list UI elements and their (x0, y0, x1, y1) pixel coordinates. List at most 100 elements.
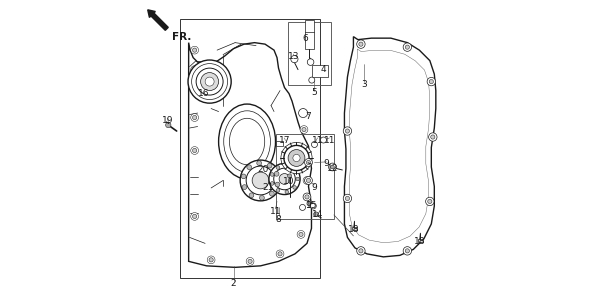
Circle shape (248, 259, 252, 263)
Circle shape (281, 142, 312, 174)
Circle shape (403, 43, 412, 51)
Circle shape (196, 68, 223, 95)
Circle shape (276, 250, 284, 258)
Bar (418, 239, 422, 242)
Circle shape (293, 154, 300, 162)
Circle shape (188, 60, 231, 103)
Circle shape (246, 166, 275, 195)
Circle shape (425, 197, 434, 206)
Circle shape (192, 214, 196, 219)
Circle shape (284, 145, 309, 171)
Text: 13: 13 (288, 52, 299, 61)
Circle shape (297, 231, 305, 238)
Text: 14: 14 (312, 210, 323, 219)
Circle shape (192, 148, 196, 153)
Circle shape (313, 212, 319, 217)
Ellipse shape (230, 118, 265, 165)
Text: 11: 11 (324, 135, 335, 144)
Circle shape (312, 141, 317, 147)
Circle shape (303, 177, 311, 184)
Bar (179, 19, 320, 278)
Circle shape (275, 182, 280, 187)
Circle shape (240, 160, 281, 201)
Circle shape (428, 133, 437, 141)
Circle shape (274, 168, 296, 190)
Text: 3: 3 (361, 80, 367, 89)
Circle shape (166, 122, 171, 128)
Circle shape (191, 147, 198, 154)
Text: 21: 21 (263, 183, 274, 192)
Circle shape (291, 55, 298, 63)
Circle shape (257, 161, 261, 166)
Text: 9: 9 (312, 183, 317, 192)
Text: 17: 17 (278, 135, 290, 144)
Text: FR.: FR. (172, 32, 192, 42)
Circle shape (299, 232, 303, 237)
Circle shape (309, 77, 315, 83)
Circle shape (305, 178, 309, 183)
Circle shape (405, 249, 409, 253)
Circle shape (306, 178, 310, 183)
Circle shape (191, 114, 198, 121)
Text: 8: 8 (276, 215, 281, 224)
Polygon shape (345, 37, 436, 257)
Circle shape (191, 213, 198, 220)
Circle shape (359, 42, 363, 46)
Circle shape (252, 172, 269, 189)
Circle shape (192, 67, 196, 72)
Circle shape (242, 185, 247, 190)
Ellipse shape (224, 111, 270, 172)
Text: 12: 12 (327, 164, 338, 173)
Circle shape (241, 174, 246, 179)
Circle shape (293, 186, 296, 189)
Circle shape (330, 165, 335, 169)
Circle shape (427, 77, 435, 86)
Text: 16: 16 (198, 89, 209, 98)
Circle shape (300, 126, 308, 133)
Text: 9: 9 (323, 160, 329, 169)
Circle shape (304, 159, 312, 166)
Circle shape (267, 163, 272, 168)
Circle shape (405, 45, 409, 49)
Text: 5: 5 (312, 88, 317, 97)
Circle shape (359, 249, 363, 253)
Text: 18: 18 (414, 237, 425, 247)
Text: 9: 9 (306, 201, 312, 210)
Circle shape (246, 257, 254, 265)
Text: 15: 15 (306, 201, 317, 210)
Circle shape (276, 166, 280, 169)
Circle shape (192, 116, 196, 119)
Circle shape (430, 79, 434, 84)
Circle shape (191, 66, 198, 73)
Circle shape (192, 64, 228, 100)
Circle shape (207, 256, 215, 264)
Circle shape (345, 196, 349, 200)
Circle shape (270, 182, 274, 185)
Circle shape (303, 193, 311, 201)
Circle shape (357, 40, 365, 48)
Circle shape (307, 59, 314, 65)
Circle shape (300, 204, 306, 210)
Text: 2: 2 (231, 279, 237, 288)
Circle shape (278, 252, 282, 256)
Circle shape (209, 258, 213, 262)
Circle shape (320, 137, 326, 143)
Circle shape (270, 191, 274, 196)
Text: 19: 19 (162, 116, 173, 125)
Circle shape (191, 46, 198, 54)
Bar (306, 20, 314, 49)
Text: 11: 11 (270, 207, 281, 216)
Circle shape (302, 127, 306, 132)
Circle shape (329, 163, 336, 171)
Circle shape (296, 177, 300, 181)
Circle shape (269, 163, 300, 194)
Circle shape (285, 190, 289, 194)
Ellipse shape (219, 104, 276, 179)
Circle shape (249, 193, 254, 198)
Circle shape (287, 174, 291, 178)
Circle shape (343, 194, 352, 203)
Circle shape (285, 164, 289, 168)
Polygon shape (189, 43, 312, 267)
Circle shape (270, 173, 274, 176)
Circle shape (305, 195, 309, 199)
